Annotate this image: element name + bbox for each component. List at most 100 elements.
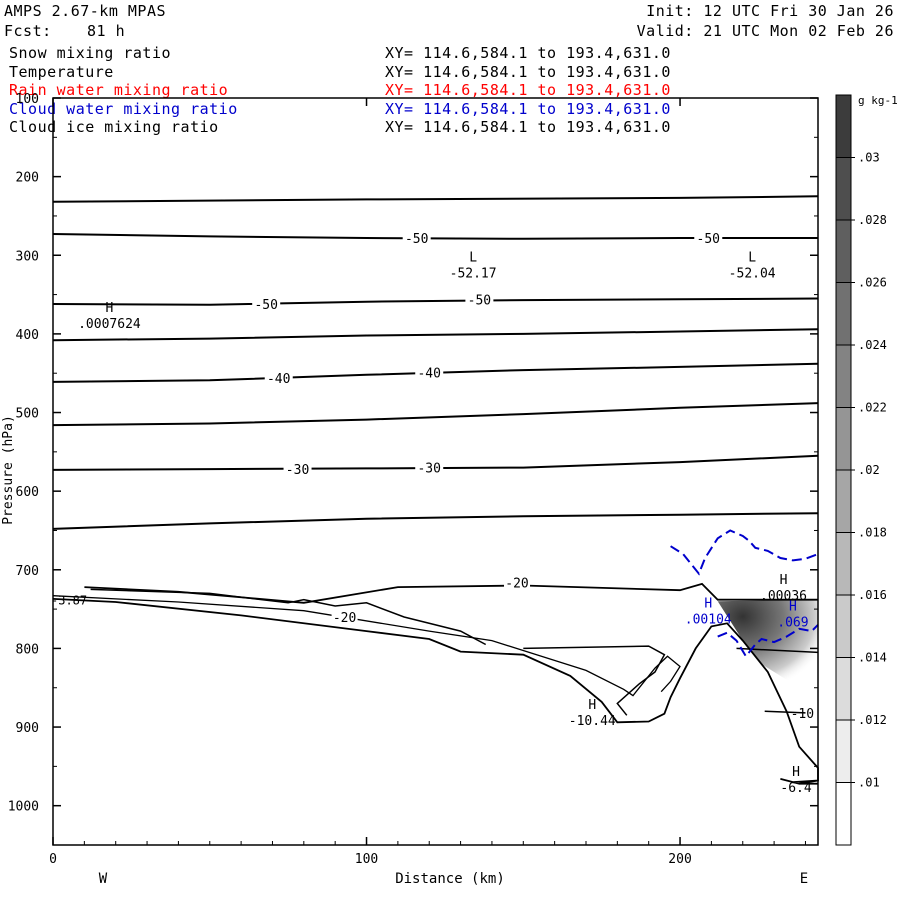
y-tick-label: 800 bbox=[16, 642, 39, 657]
field-name: Cloud ice mixing ratio bbox=[9, 118, 219, 136]
x-axis-title: Distance (km) bbox=[395, 871, 505, 887]
isotherm-label: -40 bbox=[417, 366, 440, 381]
y-tick-label: 600 bbox=[16, 485, 39, 500]
colorbar-segment bbox=[835, 344, 852, 408]
temperature-isotherm bbox=[52, 402, 819, 427]
isotherm-label-bg bbox=[283, 461, 312, 477]
temperature-isotherm bbox=[52, 195, 819, 203]
extremum-marker: H bbox=[792, 765, 800, 780]
colorbar-segment bbox=[835, 719, 852, 783]
temperature-isotherm bbox=[52, 454, 819, 471]
isotherm-label: -20 bbox=[505, 576, 528, 591]
isotherm-label-bg bbox=[331, 608, 358, 624]
y-tick-label: 700 bbox=[16, 564, 39, 579]
plot-frame bbox=[52, 97, 819, 846]
isotherm-label-bg bbox=[694, 229, 723, 245]
field-range: XY= 114.6,584.1 to 193.4,631.0 bbox=[385, 62, 671, 81]
isotherm-label-bg bbox=[415, 459, 444, 475]
extremum-marker: H bbox=[704, 597, 712, 612]
temperature-isotherm bbox=[52, 362, 819, 383]
isotherm-label-bg bbox=[264, 369, 293, 385]
extremum-marker: H bbox=[780, 573, 788, 588]
isotherm-label-bg bbox=[252, 296, 281, 312]
extremum-value: -10.44 bbox=[569, 714, 616, 729]
extremum-marker: H bbox=[588, 698, 596, 713]
extremum-value: -6.4 bbox=[780, 781, 811, 796]
isotherm-label-bg bbox=[415, 364, 444, 380]
field-name: Cloud water mixing ratio bbox=[9, 99, 238, 118]
isotherm-label: -50 bbox=[468, 293, 491, 308]
temperature-isotherm bbox=[52, 512, 819, 530]
temperature-isotherm bbox=[52, 297, 819, 306]
isotherm-label: -30 bbox=[417, 462, 440, 477]
isotherm-label: -50 bbox=[254, 298, 277, 313]
colorbar-tick-label: .012 bbox=[858, 713, 887, 727]
colorbar-segment bbox=[835, 157, 852, 221]
y-tick-label: 500 bbox=[16, 407, 39, 422]
colorbar-segment bbox=[835, 219, 852, 283]
colorbar-tick-label: .024 bbox=[858, 338, 887, 352]
extremum-value: .00104 bbox=[685, 613, 732, 628]
colorbar-tick-label: .028 bbox=[858, 213, 887, 227]
init-time: Init: 12 UTC Fri 30 Jan 26 bbox=[646, 2, 894, 20]
temperature-isotherm bbox=[90, 588, 487, 646]
colorbar-tick-label: .022 bbox=[858, 401, 887, 415]
extremum-value: .069 bbox=[777, 616, 808, 631]
y-tick-label: 100 bbox=[16, 92, 39, 107]
y-tick-label: 400 bbox=[16, 328, 39, 343]
field-name: Temperature bbox=[9, 62, 114, 81]
x-tick-label: 0 bbox=[49, 852, 57, 867]
cloud-water-contour bbox=[670, 529, 819, 576]
field-range: XY= 114.6,584.1 to 193.4,631.0 bbox=[385, 118, 671, 136]
extremum-value: .0007624 bbox=[78, 317, 141, 332]
field-name: Snow mixing ratio bbox=[9, 44, 172, 62]
forecast-label: Fcst: bbox=[4, 22, 52, 40]
field-range: XY= 114.6,584.1 to 193.4,631.0 bbox=[385, 44, 671, 62]
colorbar-segment bbox=[835, 594, 852, 658]
extremum-marker: L bbox=[469, 251, 477, 266]
colorbar-segment bbox=[835, 657, 852, 721]
extremum-marker: H bbox=[106, 301, 114, 316]
colorbar-tick-label: .03 bbox=[858, 151, 880, 165]
temperature-isotherm bbox=[764, 710, 806, 714]
mixing-ratio-shading bbox=[717, 599, 818, 684]
field-range: XY= 114.6,584.1 to 193.4,631.0 bbox=[385, 99, 671, 118]
x-tick-label: 200 bbox=[668, 852, 691, 867]
isotherm-label-bg bbox=[465, 291, 494, 307]
extremum-value: -52.04 bbox=[729, 267, 776, 282]
colorbar-units: g kg-1 bbox=[858, 94, 898, 107]
colorbar-tick-label: .02 bbox=[858, 463, 880, 477]
cloud-water-contour bbox=[717, 624, 819, 659]
y-tick-label: 300 bbox=[16, 249, 39, 264]
colorbar-segment bbox=[835, 407, 852, 471]
colorbar-tick-label: .014 bbox=[858, 651, 887, 665]
extremum-marker: H bbox=[789, 600, 797, 615]
y-tick-label: 200 bbox=[16, 171, 39, 186]
isotherm-label: -20 bbox=[333, 611, 356, 626]
field-name: Rain water mixing ratio bbox=[9, 81, 229, 99]
colorbar-tick-label: .026 bbox=[858, 276, 887, 290]
temperature-isotherm bbox=[523, 645, 666, 716]
colorbar-segment bbox=[835, 469, 852, 533]
west-label: W bbox=[99, 871, 108, 887]
isotherm-label-bg bbox=[402, 229, 431, 245]
isotherm-label-bg bbox=[504, 574, 531, 590]
colorbar-segment bbox=[835, 282, 852, 346]
isotherm-label: -40 bbox=[267, 372, 290, 387]
colorbar-segment bbox=[835, 782, 852, 846]
y-axis-title: Pressure (hPa) bbox=[1, 415, 16, 525]
colorbar-segment bbox=[835, 532, 852, 596]
model-title: AMPS 2.67-km MPAS bbox=[4, 2, 167, 20]
colorbar-tick-label: .016 bbox=[858, 588, 887, 602]
east-label: E bbox=[800, 871, 808, 887]
terrain-outline bbox=[52, 595, 681, 697]
extremum-value: .00036 bbox=[760, 589, 807, 604]
isotherm-label: -30 bbox=[286, 463, 309, 478]
colorbar-segment bbox=[835, 94, 852, 158]
isotherm-label: -50 bbox=[405, 232, 428, 247]
field-range: XY= 114.6,584.1 to 193.4,631.0 bbox=[385, 81, 671, 99]
ground-label: -3.87 bbox=[51, 594, 87, 608]
colorbar-tick-label: .018 bbox=[858, 526, 887, 540]
forecast-hours: 81 h bbox=[87, 22, 126, 40]
extremum-value: -52.17 bbox=[450, 267, 497, 282]
